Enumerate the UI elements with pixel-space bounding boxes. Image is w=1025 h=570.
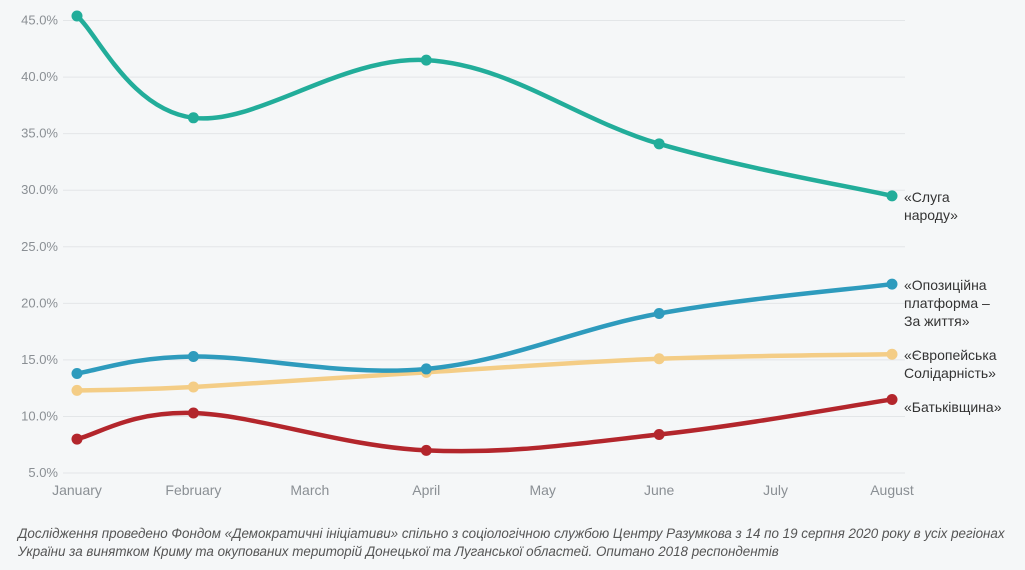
x-tick-label: January: [52, 482, 102, 498]
data-point: [653, 429, 665, 441]
y-tick-label: 10.0%: [21, 408, 58, 423]
data-point: [187, 407, 199, 419]
series-group: [71, 278, 898, 379]
y-tick-label: 5.0%: [28, 465, 58, 480]
data-point: [71, 433, 83, 445]
series-label: «Батьківщина»: [904, 399, 1002, 415]
data-point: [71, 384, 83, 396]
series-line: [74, 13, 895, 199]
series-line: [74, 351, 895, 393]
data-point: [71, 367, 83, 379]
data-point: [187, 350, 199, 362]
data-point: [420, 363, 432, 375]
data-point: [886, 393, 898, 405]
series: [71, 10, 898, 456]
series-labels: «Європейська Солідарність» «Батьківщина» «О…: [904, 189, 1002, 415]
series-line: [74, 397, 895, 454]
data-point: [886, 190, 898, 202]
data-point: [420, 54, 432, 66]
y-tick-label: 25.0%: [21, 239, 58, 254]
series-group: [71, 10, 898, 202]
series-label: народу»: [904, 207, 958, 223]
x-axis: January February March April May June July Augu…: [52, 482, 914, 498]
y-tick-label: 15.0%: [21, 352, 58, 367]
series-line: [74, 281, 895, 376]
x-tick-label: May: [529, 482, 555, 498]
data-point: [653, 353, 665, 365]
x-tick-label: March: [290, 482, 329, 498]
data-point: [653, 308, 665, 320]
series-label: «Слуга: [904, 189, 950, 205]
y-axis: 5.0% 10.0% 15.0% 20.0% 25.0% 30.0% 35.0% 40.0% 4…: [21, 13, 58, 480]
series-group: [71, 393, 898, 456]
x-tick-label: August: [870, 482, 914, 498]
series-label: Солідарність»: [904, 365, 996, 381]
y-tick-label: 40.0%: [21, 69, 58, 84]
series-label: платформа –: [904, 295, 990, 311]
grid: [63, 20, 905, 474]
data-point: [420, 444, 432, 456]
data-point: [187, 381, 199, 393]
data-point: [886, 278, 898, 290]
y-tick-label: 30.0%: [21, 182, 58, 197]
series-label: «Європейська: [904, 347, 997, 363]
footnote: Дослідження проведено Фондом «Демократич…: [18, 526, 1005, 559]
series-label: «Опозиційна: [904, 277, 987, 293]
data-point: [187, 112, 199, 124]
x-tick-label: April: [412, 482, 440, 498]
x-tick-label: February: [165, 482, 221, 498]
data-point: [71, 10, 83, 22]
x-tick-label: July: [763, 482, 788, 498]
x-tick-label: June: [644, 482, 675, 498]
y-tick-label: 35.0%: [21, 126, 58, 141]
series-label: За життя»: [904, 313, 970, 329]
data-point: [653, 138, 665, 150]
line-chart: 5.0% 10.0% 15.0% 20.0% 25.0% 30.0% 35.0% 40.0% 4…: [21, 10, 1002, 498]
data-point: [886, 348, 898, 360]
y-tick-label: 45.0%: [21, 13, 58, 28]
y-tick-label: 20.0%: [21, 295, 58, 310]
